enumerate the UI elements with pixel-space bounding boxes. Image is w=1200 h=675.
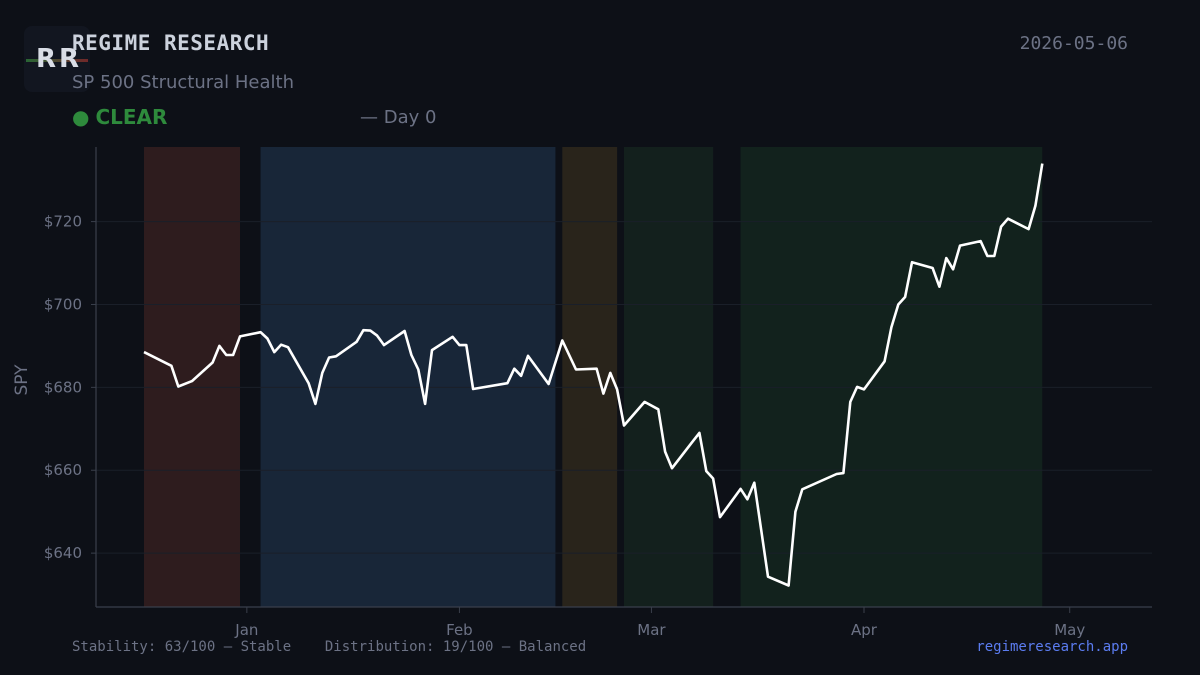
site-link[interactable]: regimeresearch.app (976, 639, 1128, 655)
distribution-metric: Distribution: 19/100 — Balanced (324, 639, 587, 655)
gridlines (96, 221, 1152, 554)
regime-band-4 (624, 147, 714, 607)
x-tick-label: May (1054, 621, 1085, 639)
axes: $640 $660 $680 $700 $720 Jan Feb Mar Apr May (44, 147, 1152, 639)
y-tick-label: $660 (44, 461, 82, 479)
price-line (143, 163, 1044, 587)
y-tick-label: $680 (44, 378, 82, 396)
x-tick-label: Mar (637, 621, 666, 639)
logo-text: RR (36, 44, 83, 74)
page-subtitle: SP 500 Structural Health (72, 72, 294, 93)
y-tick-label: $700 (44, 295, 82, 313)
y-tick-label: $640 (44, 544, 82, 562)
stability-metric: Stability: 63/100 — Stable (72, 639, 292, 655)
regime-day-count: — Day 0 (360, 107, 437, 128)
report-date: 2026-05-06 (1019, 33, 1128, 54)
regime-status: ● CLEAR (72, 105, 167, 129)
y-axis-title: SPY (12, 364, 32, 396)
x-tick-label: Apr (851, 621, 878, 639)
x-tick-label: Jan (234, 621, 258, 639)
regime-band-5 (740, 147, 1043, 607)
price-line-layer (143, 163, 1044, 587)
status-label: CLEAR (95, 105, 168, 129)
logo-accent-line (26, 59, 88, 62)
regime-band-1 (144, 147, 240, 607)
regime-band-2 (260, 147, 556, 607)
brand-name: REGIME RESEARCH (72, 31, 270, 55)
x-tick-label: Feb (446, 621, 473, 639)
footer-metrics: Stability: 63/100 — Stable Distribution:… (72, 639, 586, 655)
y-tick-label: $720 (44, 213, 82, 231)
brand-logo: RR (24, 26, 90, 92)
status-dot-icon: ● (72, 105, 90, 129)
regime-bands (144, 147, 1043, 607)
